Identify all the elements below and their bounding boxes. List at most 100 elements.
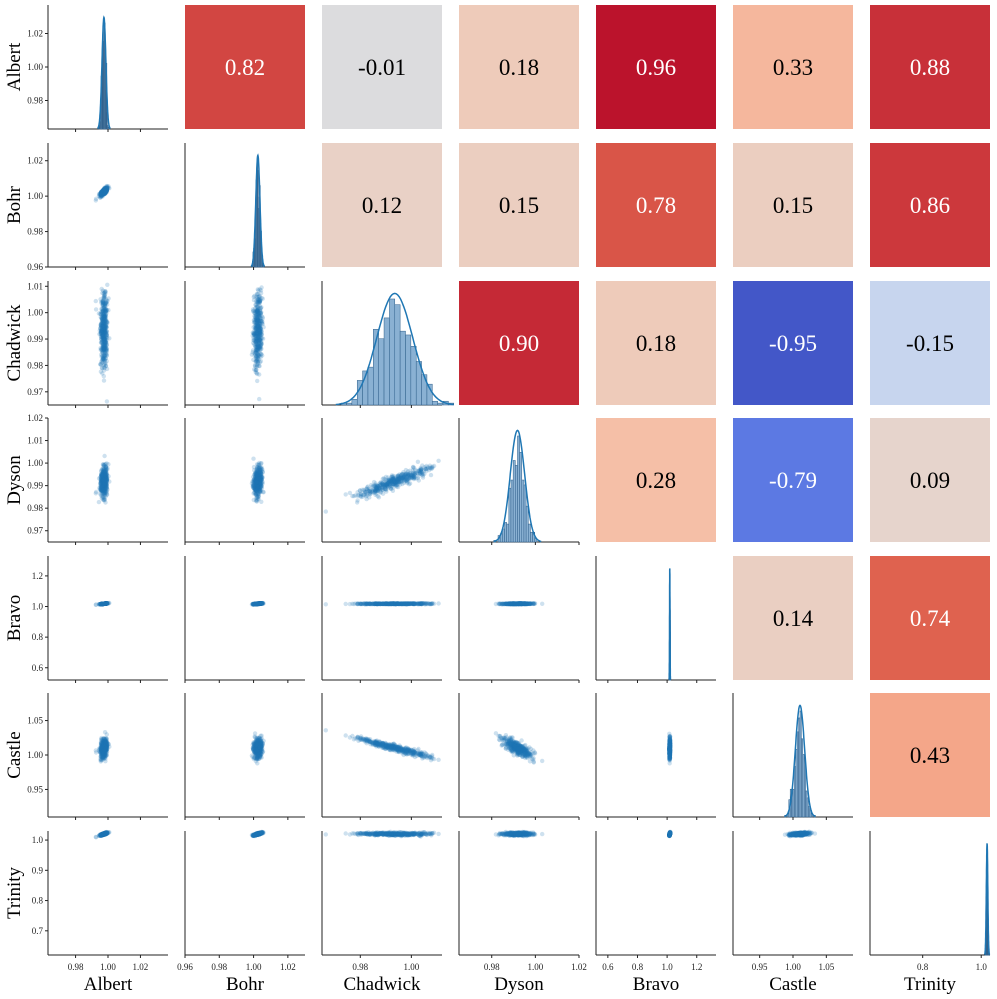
scatter-point (102, 189, 107, 194)
hist-bar (506, 523, 510, 543)
scatter-point (389, 601, 394, 606)
scatter-point (100, 191, 105, 196)
scatter-point (101, 191, 106, 197)
scatter-point (100, 190, 106, 195)
scatter-point (98, 192, 103, 197)
scatter-point (103, 344, 108, 349)
scatter-point (524, 601, 529, 606)
scatter-point (99, 191, 104, 197)
scatter-point (100, 188, 106, 193)
scatter-point (103, 323, 109, 328)
scatter-point (102, 187, 107, 192)
scatter-point (377, 601, 383, 606)
scatter-point (102, 188, 107, 194)
scatter-point (101, 189, 107, 194)
scatter-point (102, 187, 107, 193)
scatter-point (540, 601, 545, 606)
scatter-point (102, 186, 108, 192)
scatter-point (102, 189, 107, 195)
panel-albert-castle: 0.33 (733, 5, 853, 129)
scatter-point (103, 188, 108, 193)
corr-cell (322, 143, 442, 267)
panel-dyson-dyson (458, 418, 580, 545)
scatter-point (96, 193, 102, 199)
scatter-point (98, 191, 104, 197)
scatter-point (102, 189, 107, 194)
scatter-point (103, 187, 108, 192)
scatter-point (99, 320, 104, 326)
hist-bar (515, 465, 518, 543)
scatter-point (104, 185, 109, 191)
scatter-point (101, 189, 107, 195)
scatter-point (99, 192, 105, 197)
scatter-point (104, 300, 109, 305)
corr-label: 0.88 (910, 55, 950, 80)
scatter-point (99, 191, 104, 196)
scatter-point (100, 189, 106, 194)
scatter-point (252, 293, 257, 299)
panel-bravo-chadwick (321, 556, 442, 683)
panel-albert-chadwick: -0.01 (322, 5, 442, 129)
scatter-point (103, 188, 108, 193)
corr-cell (459, 143, 579, 267)
y-tick-label: 1.00 (27, 62, 43, 72)
scatter-point (104, 188, 109, 193)
scatter-point (103, 189, 108, 194)
scatter-point (100, 190, 105, 195)
scatter-point (105, 185, 110, 190)
scatter-point (102, 187, 107, 193)
scatter-point (355, 498, 360, 503)
scatter-point (103, 187, 108, 193)
scatter-point (101, 188, 107, 194)
scatter-point (100, 189, 105, 195)
scatter-point (102, 187, 107, 193)
panel-bravo-trinity: 0.74 (870, 556, 990, 680)
hist-bar (521, 479, 525, 543)
scatter-point (100, 188, 106, 194)
scatter-point (101, 191, 107, 196)
corr-label: 0.82 (225, 55, 265, 80)
scatter-point (101, 190, 106, 195)
scatter-point (99, 189, 104, 195)
scatter-point (100, 191, 105, 196)
scatter-point (101, 188, 107, 194)
scatter-point (102, 186, 108, 191)
scatter-point (102, 189, 108, 194)
scatter-point (102, 190, 108, 196)
scatter-point (100, 191, 106, 196)
scatter-point (101, 189, 107, 194)
scatter-point (100, 189, 106, 195)
kde-line (668, 568, 672, 681)
scatter-point (255, 371, 260, 377)
hist-bar (512, 460, 516, 543)
scatter-point (93, 491, 99, 496)
scatter-point (102, 190, 107, 196)
hist-bar (394, 304, 401, 406)
y-tick-label: 1.00 (27, 458, 43, 468)
scatter-point (101, 188, 106, 193)
hist-bar (399, 330, 406, 406)
scatter-point (101, 187, 107, 193)
scatter-point (428, 472, 434, 478)
scatter-point (101, 191, 106, 197)
scatter-point (259, 461, 264, 466)
scatter-point (103, 190, 108, 196)
scatter-point (102, 187, 108, 192)
scatter-point (100, 191, 105, 197)
y-tick-label: 0.99 (27, 334, 43, 344)
scatter-point (100, 191, 105, 196)
scatter-point (104, 186, 109, 192)
y-tick-label: 0.6 (32, 663, 44, 673)
scatter-point (100, 318, 106, 323)
scatter-point (104, 187, 109, 192)
scatter-point (372, 490, 377, 495)
scatter-point (99, 192, 105, 197)
panel-bohr-chadwick: 0.12 (322, 143, 442, 267)
scatter-point (101, 190, 107, 195)
scatter-point (101, 190, 106, 195)
scatter-point (103, 188, 108, 193)
scatter-point (103, 189, 108, 194)
scatter-point (99, 189, 104, 195)
y-tick-label: 1.01 (27, 436, 43, 446)
hist-bar (519, 452, 523, 543)
